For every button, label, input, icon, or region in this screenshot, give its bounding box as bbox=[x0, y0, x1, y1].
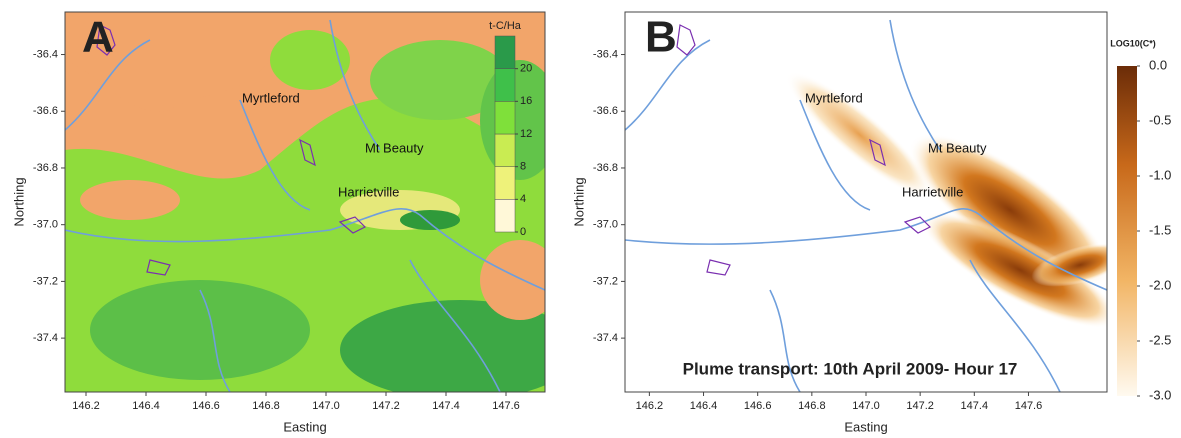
place-label: Myrtleford bbox=[805, 90, 863, 105]
x-tick-label: 146.4 bbox=[690, 400, 718, 412]
colorbar-band bbox=[494, 35, 516, 69]
y-tick-label: -37.2 bbox=[33, 275, 58, 287]
colorbar-tick-label: -2.5 bbox=[1149, 332, 1171, 347]
colorbar-tick-label: -2.0 bbox=[1149, 277, 1171, 292]
colorbar-band bbox=[494, 166, 516, 200]
colorbar-tick-label: 8 bbox=[520, 161, 526, 173]
colorbar-title: LOG10(C*) bbox=[1110, 38, 1156, 48]
colorbar-band bbox=[494, 68, 516, 102]
y-axis-label: Northing bbox=[571, 177, 586, 226]
colorbar-title: t-C/Ha bbox=[489, 20, 522, 32]
place-label: Mt Beauty bbox=[928, 140, 987, 155]
y-tick-label: -36.6 bbox=[33, 105, 58, 117]
colorbar-tick-label: 12 bbox=[520, 128, 532, 140]
x-tick-label: 146.4 bbox=[132, 400, 160, 412]
colorbar-band bbox=[494, 133, 516, 167]
panel-label: A bbox=[82, 13, 114, 62]
colorbar-tick-label: 4 bbox=[520, 193, 526, 205]
y-tick-label: -37.2 bbox=[593, 275, 618, 287]
y-tick-label: -36.6 bbox=[593, 105, 618, 117]
y-tick-label: -37.0 bbox=[33, 219, 58, 231]
x-tick-label: 147.2 bbox=[906, 400, 934, 412]
place-label: Myrtleford bbox=[242, 90, 300, 105]
colorbar-tick-label: 0.0 bbox=[1149, 57, 1167, 72]
x-tick-label: 147.4 bbox=[432, 400, 460, 412]
x-tick-label: 147.2 bbox=[372, 400, 400, 412]
x-tick-label: 147.0 bbox=[312, 400, 340, 412]
x-tick-label: 146.8 bbox=[798, 400, 826, 412]
colorbar-band bbox=[494, 199, 516, 233]
y-axis-label: Northing bbox=[11, 177, 26, 226]
y-tick-label: -37.4 bbox=[593, 332, 618, 344]
x-tick-label: 146.2 bbox=[72, 400, 100, 412]
y-tick-label: -36.8 bbox=[593, 162, 618, 174]
colorbar-tick-label: -0.5 bbox=[1149, 112, 1171, 127]
x-tick-label: 146.8 bbox=[252, 400, 280, 412]
place-label: Harrietville bbox=[338, 184, 399, 199]
place-label: Mt Beauty bbox=[365, 140, 424, 155]
colorbar-tick-label: 16 bbox=[520, 95, 532, 107]
colorbar bbox=[1117, 66, 1137, 396]
x-tick-label: 146.6 bbox=[192, 400, 220, 412]
x-axis-label: Easting bbox=[844, 419, 887, 434]
land-cover-map bbox=[65, 12, 545, 392]
x-tick-label: 146.2 bbox=[636, 400, 664, 412]
colorbar-tick-label: 0 bbox=[520, 226, 526, 238]
y-tick-label: -36.4 bbox=[593, 48, 618, 60]
y-tick-label: -37.0 bbox=[593, 219, 618, 231]
x-tick-label: 147.6 bbox=[492, 400, 520, 412]
x-axis-label: Easting bbox=[283, 419, 326, 434]
y-tick-label: -37.4 bbox=[33, 332, 58, 344]
y-tick-label: -36.4 bbox=[33, 48, 58, 60]
x-tick-label: 147.0 bbox=[852, 400, 880, 412]
annotation: Plume transport: 10th April 2009- Hour 1… bbox=[683, 359, 1018, 378]
colorbar-band bbox=[494, 101, 516, 135]
place-label: Harrietville bbox=[902, 184, 963, 199]
colorbar-tick-label: -3.0 bbox=[1149, 387, 1171, 402]
plot-frame bbox=[64, 11, 546, 393]
x-tick-label: 146.6 bbox=[744, 400, 772, 412]
x-tick-label: 147.4 bbox=[961, 400, 989, 412]
x-tick-label: 147.6 bbox=[1015, 400, 1043, 412]
colorbar-tick-label: -1.5 bbox=[1149, 222, 1171, 237]
panel-label: B bbox=[645, 13, 677, 62]
y-tick-label: -36.8 bbox=[33, 162, 58, 174]
plume-map bbox=[625, 12, 1107, 392]
colorbar-tick-label: -1.0 bbox=[1149, 167, 1171, 182]
colorbar-tick-label: 20 bbox=[520, 63, 532, 75]
